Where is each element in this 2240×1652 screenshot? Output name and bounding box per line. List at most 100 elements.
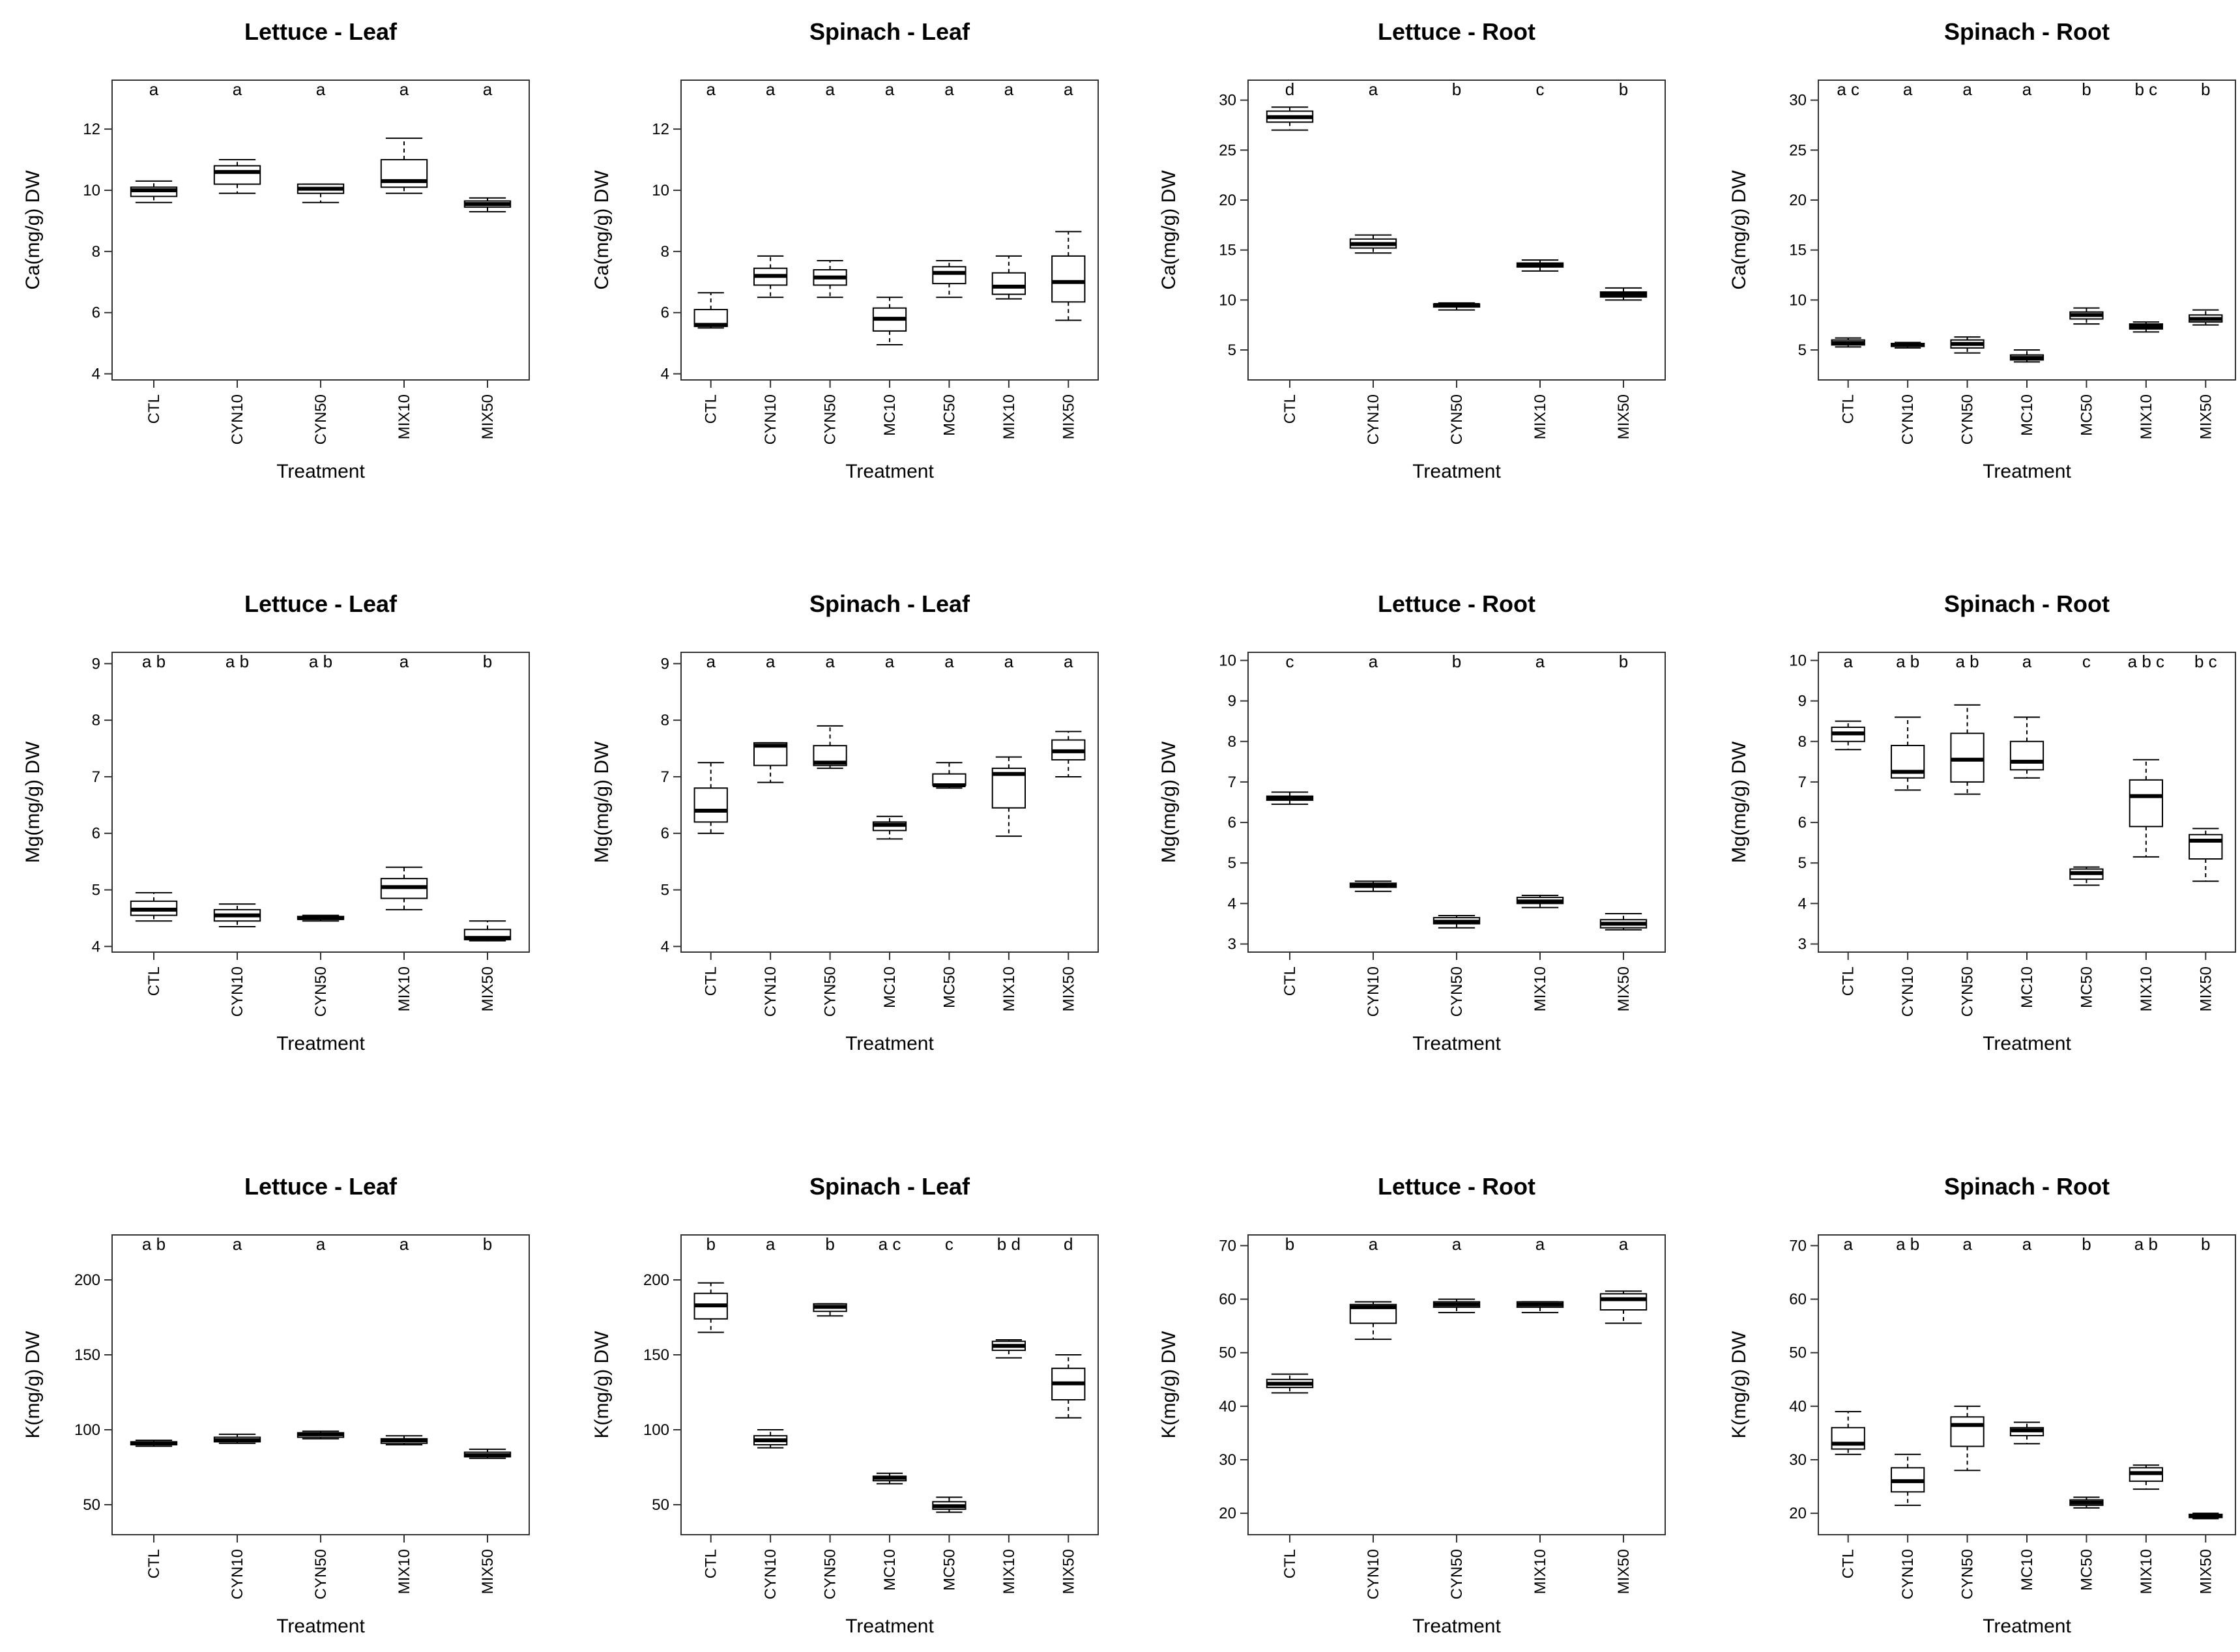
y-tick-label: 4 — [1228, 895, 1236, 912]
box-ca-lettuce-root-ctl — [1266, 106, 1314, 131]
significance-label: a b — [142, 1234, 166, 1254]
box-k-spinach-root-mc10 — [2009, 1421, 2044, 1445]
x-tick-label: MIX50 — [1060, 394, 1077, 439]
y-tick-label: 6 — [1798, 814, 1807, 832]
x-tick-label: MIX10 — [2138, 966, 2155, 1011]
significance-label: d — [1285, 80, 1294, 99]
box-k-lettuce-root-mix10 — [1516, 1301, 1564, 1314]
x-tick-label: CYN50 — [1959, 394, 1977, 444]
box-ca-spinach-root-cyn10 — [1891, 341, 1925, 349]
y-tick-label: 20 — [1219, 192, 1236, 209]
x-tick-label: CYN10 — [1365, 1549, 1382, 1599]
iqr-box — [1599, 1293, 1648, 1311]
x-tick-label: MC10 — [2018, 1549, 2036, 1591]
y-axis-title: Mg(mg/g) DW — [591, 741, 613, 863]
y-tick-label: 5 — [1798, 341, 1807, 359]
box-k-lettuce-root-cyn50 — [1433, 1298, 1481, 1314]
x-tick-label: MIX50 — [2197, 966, 2215, 1011]
significance-label: b — [2201, 1234, 2210, 1254]
y-tick-label: 200 — [643, 1271, 669, 1289]
iqr-box — [932, 266, 967, 285]
significance-label: a — [944, 652, 954, 671]
x-tick-label: CYN10 — [1899, 966, 1917, 1017]
significance-label: a b — [309, 652, 332, 671]
x-tick-label: CTL — [1840, 1549, 1857, 1578]
y-tick-label: 5 — [1798, 854, 1807, 872]
box-k-spinach-leaf-cyn10 — [753, 1429, 788, 1449]
box-mg-spinach-leaf-mc50 — [932, 762, 967, 789]
box-k-lettuce-root-cyn10 — [1349, 1301, 1397, 1340]
x-tick-label: CYN50 — [312, 966, 330, 1017]
significance-label: b d — [997, 1234, 1021, 1254]
x-axis-title: Treatment — [845, 1616, 934, 1637]
box-mg-lettuce-root-cyn50 — [1433, 915, 1481, 929]
y-tick-label: 8 — [661, 243, 669, 261]
plot-frame — [680, 1234, 1099, 1535]
x-tick-label: MIX10 — [1532, 966, 1549, 1011]
chart-panel-ca-spinach-leaf: Spinach - Leaf 4 6 8 10 12 Ca(mg/g) DW Treatmen… — [591, 18, 1099, 482]
significance-label: b — [706, 1234, 715, 1254]
y-tick-label: 8 — [661, 712, 669, 729]
significance-label: a — [825, 652, 835, 671]
x-tick-label: CYN50 — [822, 966, 839, 1017]
y-tick-label: 200 — [74, 1271, 100, 1289]
x-tick-label: CYN50 — [312, 394, 330, 444]
y-tick-label: 6 — [92, 825, 100, 843]
y-tick-label: 9 — [661, 655, 669, 673]
x-axis-title: Treatment — [845, 1033, 934, 1054]
y-tick-label: 5 — [661, 882, 669, 899]
box-k-spinach-leaf-mc50 — [932, 1496, 967, 1513]
box-ca-lettuce-leaf-mix10 — [380, 138, 428, 194]
significance-label: a b — [1896, 652, 1919, 671]
y-tick-label: 8 — [1228, 733, 1236, 751]
x-tick-label: CYN50 — [1959, 1549, 1977, 1599]
chart-panel-k-lettuce-root: Lettuce - Root 20 30 40 50 60 70 K(mg/g) DW Trea… — [1158, 1173, 1666, 1637]
significance-label: b — [483, 1234, 492, 1254]
y-tick-label: 9 — [92, 655, 100, 673]
y-tick-label: 5 — [1228, 341, 1236, 359]
x-tick-label: CYN50 — [1959, 966, 1977, 1017]
x-axis-title: Treatment — [1983, 1616, 2071, 1637]
box-ca-lettuce-root-mix50 — [1599, 287, 1648, 301]
y-axis-title: Mg(mg/g) DW — [1158, 741, 1180, 863]
box-ca-lettuce-leaf-ctl — [130, 180, 178, 203]
box-ca-lettuce-leaf-mix50 — [463, 197, 512, 212]
y-tick-label: 50 — [1789, 1344, 1807, 1362]
significance-label: a — [1535, 1234, 1545, 1254]
x-tick-label: CYN10 — [762, 966, 779, 1017]
significance-label: a — [766, 652, 776, 671]
x-tick-label: MC50 — [940, 394, 958, 436]
plot-frame — [1247, 652, 1666, 953]
box-ca-spinach-leaf-mc50 — [932, 259, 967, 298]
box-ca-lettuce-root-cyn10 — [1349, 234, 1397, 254]
box-k-spinach-leaf-ctl — [693, 1282, 728, 1333]
box-k-spinach-leaf-mc10 — [872, 1472, 907, 1485]
y-axis-title: Mg(mg/g) DW — [22, 741, 44, 863]
box-ca-spinach-root-mix10 — [2129, 321, 2164, 333]
box-mg-spinach-leaf-mix10 — [991, 756, 1026, 837]
x-tick-label: CTL — [1840, 966, 1857, 996]
y-axis-title: K(mg/g) DW — [1158, 1331, 1180, 1439]
x-tick-label: CTL — [1281, 1549, 1299, 1578]
chart-panel-k-spinach-root: Spinach - Root 20 30 40 50 60 70 K(mg/g) DW Trea… — [1728, 1173, 2236, 1637]
x-tick-label: CYN10 — [1899, 394, 1917, 444]
box-ca-lettuce-leaf-cyn50 — [297, 183, 345, 203]
x-tick-label: MIX50 — [1615, 394, 1633, 439]
significance-label: a — [1962, 1234, 1972, 1254]
significance-label: a b — [2134, 1234, 2158, 1254]
significance-label: a — [1619, 1234, 1629, 1254]
plot-frame — [1247, 80, 1666, 381]
plot-frame — [1818, 652, 2236, 953]
significance-label: a b — [1955, 652, 1979, 671]
chart-panel-k-spinach-leaf: Spinach - Leaf 50 100 150 200 K(mg/g) DW Treat… — [591, 1173, 1099, 1637]
y-tick-label: 8 — [92, 712, 100, 729]
x-tick-label: CTL — [703, 1549, 720, 1578]
y-tick-label: 6 — [1228, 814, 1236, 832]
y-tick-label: 15 — [1219, 242, 1236, 259]
box-mg-spinach-leaf-cyn10 — [753, 742, 788, 783]
y-axis-title: Ca(mg/g) DW — [1158, 170, 1180, 290]
iqr-box — [213, 165, 261, 185]
y-tick-label: 9 — [1798, 693, 1807, 710]
significance-label: a — [400, 1234, 409, 1254]
significance-label: a — [233, 80, 242, 99]
